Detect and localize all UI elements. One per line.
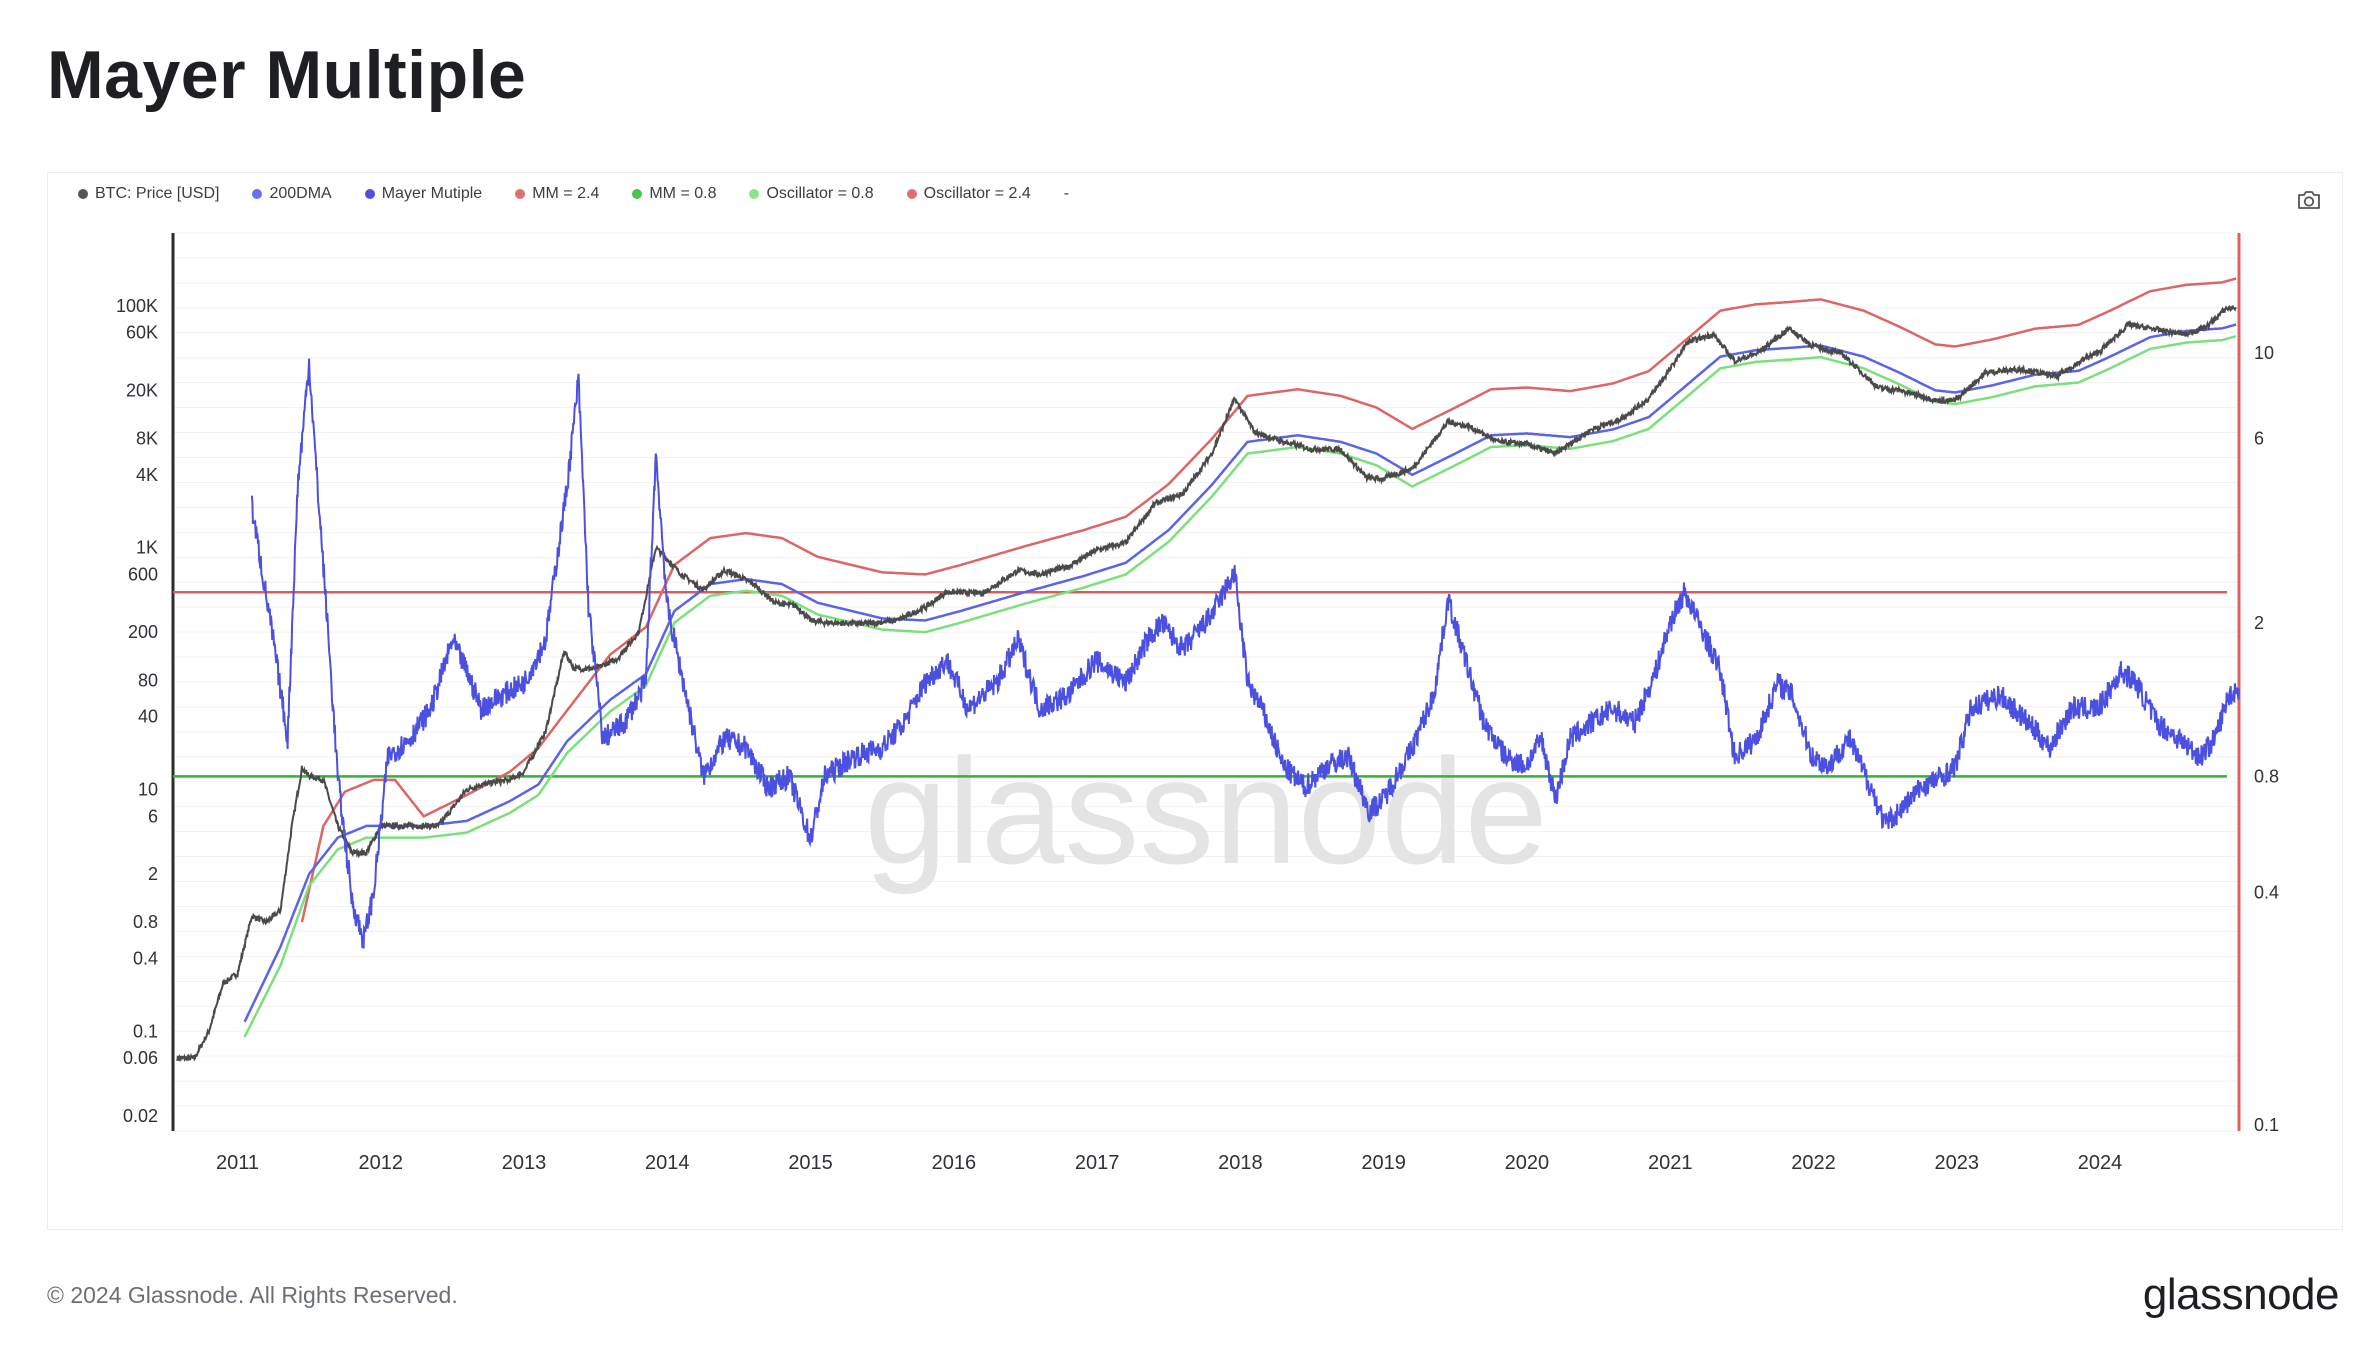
legend-item[interactable]: Mayer Mutiple bbox=[364, 185, 483, 203]
left-tick-label: 600 bbox=[128, 564, 158, 584]
x-tick-label: 2020 bbox=[1505, 1152, 1550, 1174]
glassnode-logo[interactable]: glassnode bbox=[2142, 1270, 2340, 1319]
chart-canvas: glassnode 0.02 0.06 0.1 0.4 0.8 2 6 10 40 80 200 600… bbox=[116, 232, 2279, 1174]
x-tick-label: 2014 bbox=[645, 1152, 690, 1174]
legend-item[interactable]: - bbox=[1064, 185, 1069, 203]
legend-dot-icon bbox=[252, 189, 263, 199]
chart-panel: BTC: Price [USD] 200DMA Mayer Mutiple MM = … bbox=[47, 172, 2343, 1230]
left-tick-label: 4K bbox=[136, 465, 158, 485]
right-tick-label: 0.8 bbox=[2254, 766, 2279, 786]
legend-label: MM = 2.4 bbox=[532, 185, 600, 202]
oscillator-high-line bbox=[300, 277, 2237, 923]
chart-legend: BTC: Price [USD] 200DMA Mayer Mutiple MM = … bbox=[78, 185, 1069, 203]
legend-dot-icon bbox=[749, 189, 760, 199]
left-tick-label: 0.02 bbox=[123, 1106, 158, 1126]
copyright-text: © 2024 Glassnode. All Rights Reserved. bbox=[47, 1282, 458, 1308]
legend-label: Oscillator = 2.4 bbox=[923, 185, 1031, 202]
x-tick-label: 2019 bbox=[1361, 1152, 1406, 1174]
camera-icon[interactable] bbox=[2296, 189, 2322, 211]
left-tick-label: 0.06 bbox=[123, 1048, 158, 1068]
left-tick-label: 1K bbox=[136, 538, 158, 558]
legend-dot-icon bbox=[632, 189, 643, 199]
legend-dot-icon bbox=[906, 189, 917, 199]
left-tick-label: 8K bbox=[136, 428, 158, 448]
x-tick-label: 2024 bbox=[2078, 1152, 2123, 1174]
page-title: Mayer Multiple bbox=[47, 37, 527, 113]
watermark: glassnode bbox=[864, 727, 1548, 895]
x-tick-label: 2011 bbox=[216, 1152, 259, 1174]
x-tick-label: 2015 bbox=[788, 1152, 833, 1174]
left-tick-label: 60K bbox=[126, 323, 158, 343]
left-tick-label: 10 bbox=[138, 780, 158, 800]
right-tick-label: 0.1 bbox=[2254, 1115, 2279, 1135]
legend-item[interactable]: MM = 0.8 bbox=[632, 185, 716, 203]
legend-label: Oscillator = 0.8 bbox=[766, 185, 874, 202]
x-tick-label: 2018 bbox=[1218, 1152, 1263, 1174]
legend-label: - bbox=[1063, 185, 1070, 202]
left-tick-label: 0.4 bbox=[133, 949, 158, 969]
left-tick-label: 200 bbox=[128, 622, 158, 642]
left-tick-label: 0.8 bbox=[133, 912, 158, 932]
left-tick-label: 2 bbox=[148, 864, 158, 884]
left-tick-label: 6 bbox=[148, 806, 158, 826]
right-tick-label: 6 bbox=[2254, 429, 2264, 449]
left-tick-label: 40 bbox=[138, 707, 158, 727]
legend-item[interactable]: 200DMA bbox=[252, 185, 332, 203]
legend-label: Mayer Mutiple bbox=[381, 185, 483, 202]
x-tick-label: 2016 bbox=[932, 1152, 977, 1174]
legend-item[interactable]: BTC: Price [USD] bbox=[78, 185, 219, 203]
legend-item[interactable]: MM = 2.4 bbox=[515, 185, 599, 203]
legend-item[interactable]: Oscillator = 2.4 bbox=[906, 185, 1031, 203]
oscillator-low-line bbox=[243, 335, 2237, 1038]
legend-label: BTC: Price [USD] bbox=[95, 185, 220, 202]
left-tick-label: 100K bbox=[116, 296, 158, 316]
legend-dot-icon bbox=[364, 189, 375, 199]
right-tick-label: 0.4 bbox=[2254, 883, 2279, 903]
left-tick-label: 20K bbox=[126, 380, 158, 400]
right-tick-label: 2 bbox=[2254, 613, 2264, 633]
dma-200-line bbox=[243, 323, 2237, 1023]
left-tick-label: 80 bbox=[138, 670, 158, 690]
right-tick-label: 10 bbox=[2254, 343, 2274, 363]
x-tick-label: 2022 bbox=[1791, 1152, 1836, 1174]
legend-item[interactable]: Oscillator = 0.8 bbox=[749, 185, 874, 203]
btc-price-line bbox=[176, 304, 2237, 1063]
x-tick-label: 2021 bbox=[1648, 1152, 1693, 1174]
mayer-multiple-line bbox=[250, 358, 2240, 949]
legend-dot-icon bbox=[78, 189, 88, 199]
x-tick-label: 2013 bbox=[502, 1152, 547, 1174]
legend-dot-icon bbox=[515, 189, 526, 199]
x-tick-label: 2023 bbox=[1935, 1152, 1980, 1174]
left-tick-label: 0.1 bbox=[133, 1021, 158, 1041]
legend-label: 200DMA bbox=[269, 185, 332, 202]
x-tick-label: 2012 bbox=[358, 1152, 403, 1174]
x-tick-label: 2017 bbox=[1075, 1152, 1120, 1174]
legend-label: MM = 0.8 bbox=[649, 185, 717, 202]
